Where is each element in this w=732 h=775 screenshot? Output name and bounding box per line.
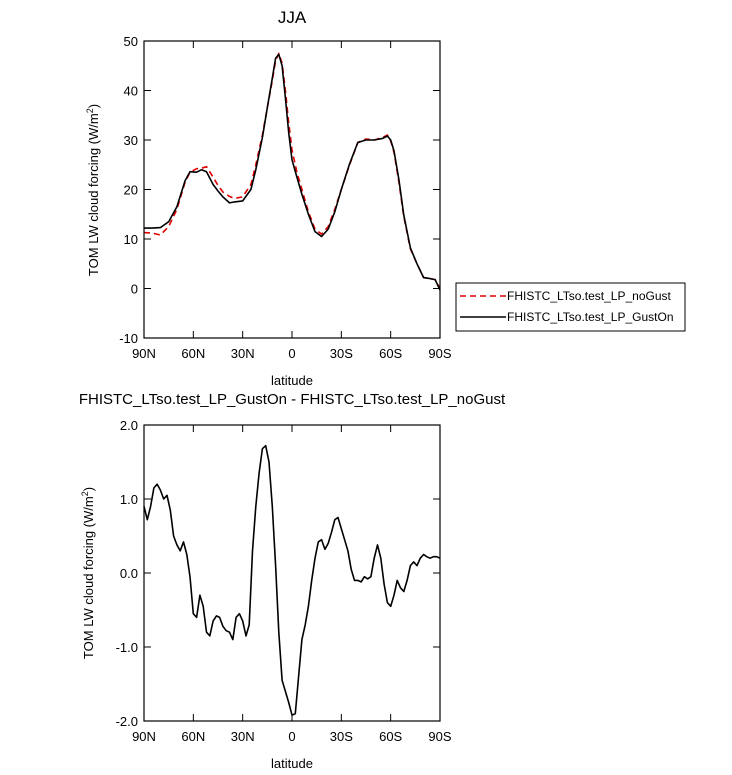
bottom-x-tick-label: 30N — [231, 729, 255, 744]
bottom-x-ticks: 90N 60N 30N 0 30S 60S 90S — [132, 425, 452, 744]
top-y-tick-label: 20 — [124, 183, 138, 198]
top-x-tick-label: 0 — [288, 346, 295, 361]
top-y-tick-label: -10 — [119, 331, 138, 346]
bottom-series-line-0 — [143, 444, 441, 716]
chart-bottom-difference: FHISTC_LTso.test_LP_GustOn - FHISTC_LTso… — [79, 391, 506, 771]
chart-top-jja: JJA 90N 60N 30N 0 30S 60S 90S -10 0 10 20 30 40 50 l… — [85, 8, 686, 388]
top-x-ticks: 90N 60N 30N 0 30S 60S 90S — [132, 41, 452, 361]
top-x-tick-label: 30S — [330, 346, 353, 361]
chart-title-jja: JJA — [278, 8, 307, 27]
bottom-y-axis-label-main: TOM LW cloud forcing (W/m — [81, 496, 96, 659]
bottom-x-tick-label: 90S — [428, 729, 451, 744]
bottom-x-tick-label: 30S — [330, 729, 353, 744]
top-series-line-1 — [144, 53, 441, 291]
top-y-tick-label: 10 — [124, 232, 138, 247]
bottom-y-tick-label: 0.0 — [120, 566, 138, 581]
top-y-tick-label: 50 — [124, 34, 138, 49]
bottom-y-tick-label: -2.0 — [116, 714, 138, 729]
top-x-tick-label: 90N — [132, 346, 156, 361]
bottom-x-axis-label: latitude — [271, 756, 313, 771]
top-x-tick-label: 90S — [428, 346, 451, 361]
top-y-axis-label-close: ) — [86, 104, 101, 108]
bottom-y-ticks: -2.0 -1.0 0.0 1.0 2.0 — [116, 418, 440, 729]
top-y-axis-label-sup: 2 — [85, 108, 95, 113]
top-y-axis-label: TOM LW cloud forcing (W/m2) — [85, 104, 101, 276]
legend-frame — [455, 282, 686, 332]
bottom-x-tick-label: 60N — [181, 729, 205, 744]
top-series-line-0 — [143, 52, 441, 289]
legend: FHISTC_LTso.test_LP_noGust FHISTC_LTso.t… — [455, 282, 686, 332]
top-y-axis-label-main: TOM LW cloud forcing (W/m — [86, 113, 101, 276]
bottom-y-tick-label: -1.0 — [116, 640, 138, 655]
bottom-y-axis-label: TOM LW cloud forcing (W/m2) — [80, 487, 96, 659]
top-x-tick-label: 30N — [231, 346, 255, 361]
bottom-y-tick-label: 1.0 — [120, 492, 138, 507]
legend-label-guston: FHISTC_LTso.test_LP_GustOn — [507, 310, 674, 324]
top-y-ticks: -10 0 10 20 30 40 50 — [119, 34, 440, 346]
bottom-y-axis-label-sup: 2 — [80, 491, 90, 496]
bottom-x-tick-label: 60S — [379, 729, 402, 744]
top-y-tick-label: 30 — [124, 133, 138, 148]
top-y-tick-label: 40 — [124, 84, 138, 99]
bottom-y-tick-label: 2.0 — [120, 418, 138, 433]
bottom-y-axis-label-close: ) — [81, 487, 96, 491]
top-x-tick-label: 60N — [181, 346, 205, 361]
top-x-tick-label: 60S — [379, 346, 402, 361]
bottom-plot-frame — [143, 424, 441, 722]
top-x-axis-label: latitude — [271, 373, 313, 388]
bottom-x-tick-label: 0 — [288, 729, 295, 744]
top-series-group — [143, 52, 441, 291]
top-y-tick-label: 0 — [131, 282, 138, 297]
bottom-series-group — [143, 444, 441, 716]
chart-title-difference: FHISTC_LTso.test_LP_GustOn - FHISTC_LTso… — [79, 391, 506, 408]
bottom-x-tick-label: 90N — [132, 729, 156, 744]
top-plot-frame — [143, 40, 441, 339]
legend-label-nogust: FHISTC_LTso.test_LP_noGust — [507, 289, 672, 303]
